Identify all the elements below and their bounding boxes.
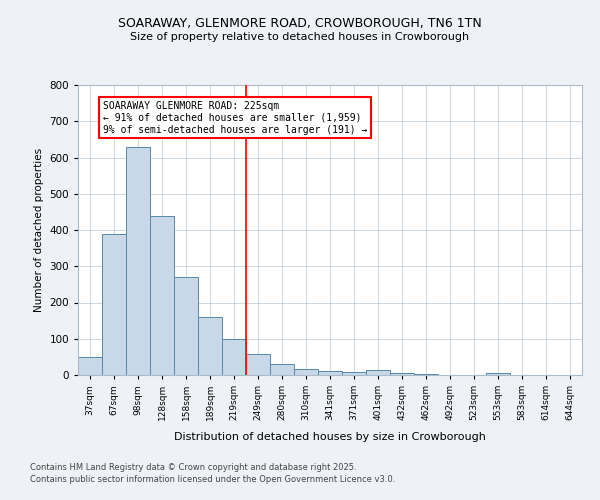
Bar bbox=[78, 357, 102, 375]
Text: Contains public sector information licensed under the Open Government Licence v3: Contains public sector information licen… bbox=[30, 476, 395, 484]
Bar bbox=[486, 373, 510, 375]
Text: SOARAWAY, GLENMORE ROAD, CROWBOROUGH, TN6 1TN: SOARAWAY, GLENMORE ROAD, CROWBOROUGH, TN… bbox=[118, 18, 482, 30]
Bar bbox=[174, 277, 198, 375]
Bar bbox=[390, 373, 414, 375]
Bar bbox=[342, 372, 366, 375]
Text: Contains HM Land Registry data © Crown copyright and database right 2025.: Contains HM Land Registry data © Crown c… bbox=[30, 463, 356, 472]
Bar bbox=[126, 146, 150, 375]
Bar bbox=[102, 234, 126, 375]
Bar bbox=[150, 216, 174, 375]
Bar bbox=[318, 372, 342, 375]
X-axis label: Distribution of detached houses by size in Crowborough: Distribution of detached houses by size … bbox=[174, 432, 486, 442]
Y-axis label: Number of detached properties: Number of detached properties bbox=[34, 148, 44, 312]
Bar bbox=[246, 354, 270, 375]
Bar bbox=[366, 370, 390, 375]
Text: SOARAWAY GLENMORE ROAD: 225sqm
← 91% of detached houses are smaller (1,959)
9% o: SOARAWAY GLENMORE ROAD: 225sqm ← 91% of … bbox=[103, 102, 368, 134]
Bar bbox=[294, 369, 318, 375]
Bar bbox=[270, 364, 294, 375]
Bar bbox=[198, 317, 222, 375]
Bar bbox=[414, 374, 438, 375]
Bar bbox=[222, 339, 246, 375]
Text: Size of property relative to detached houses in Crowborough: Size of property relative to detached ho… bbox=[130, 32, 470, 42]
